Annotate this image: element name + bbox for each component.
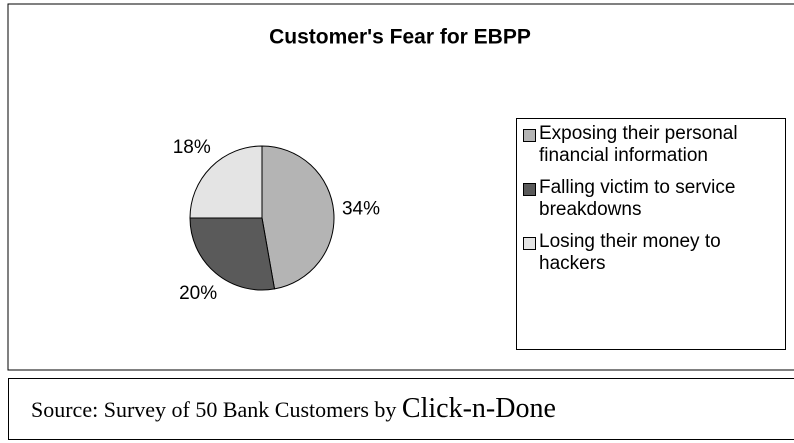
legend: Exposing their personal financial inform… — [516, 118, 786, 350]
source-box: Source: Survey of 50 Bank Customers by C… — [8, 378, 794, 440]
chart-title: Customer's Fear for EBPP — [269, 26, 531, 49]
legend-entry: Exposing their personal financial inform… — [523, 123, 781, 167]
legend-swatch — [523, 237, 536, 250]
chart-frame — [7, 3, 794, 371]
chart: Customer's Fear for EBPP 34% 20% 18% — [7, 3, 794, 371]
source-brand: Click-n-Done — [401, 393, 556, 424]
legend-label: Losing their money to hackers — [539, 231, 721, 274]
legend-swatch — [523, 129, 536, 142]
legend-entry: Falling victim to service breakdowns — [523, 177, 781, 221]
slice-label: 18% — [173, 137, 211, 158]
pie-slice — [189, 145, 263, 219]
pie-slice — [189, 217, 276, 291]
legend-swatch — [523, 183, 536, 196]
legend-label: Falling victim to service breakdowns — [539, 177, 736, 220]
slice-label: 34% — [342, 198, 380, 219]
pie-slice — [261, 145, 335, 290]
slice-label: 20% — [179, 283, 217, 304]
legend-entry: Losing their money to hackers — [523, 231, 781, 275]
source-text: Source: Survey of 50 Bank Customers by — [31, 397, 397, 422]
legend-label: Exposing their personal financial inform… — [539, 123, 738, 166]
